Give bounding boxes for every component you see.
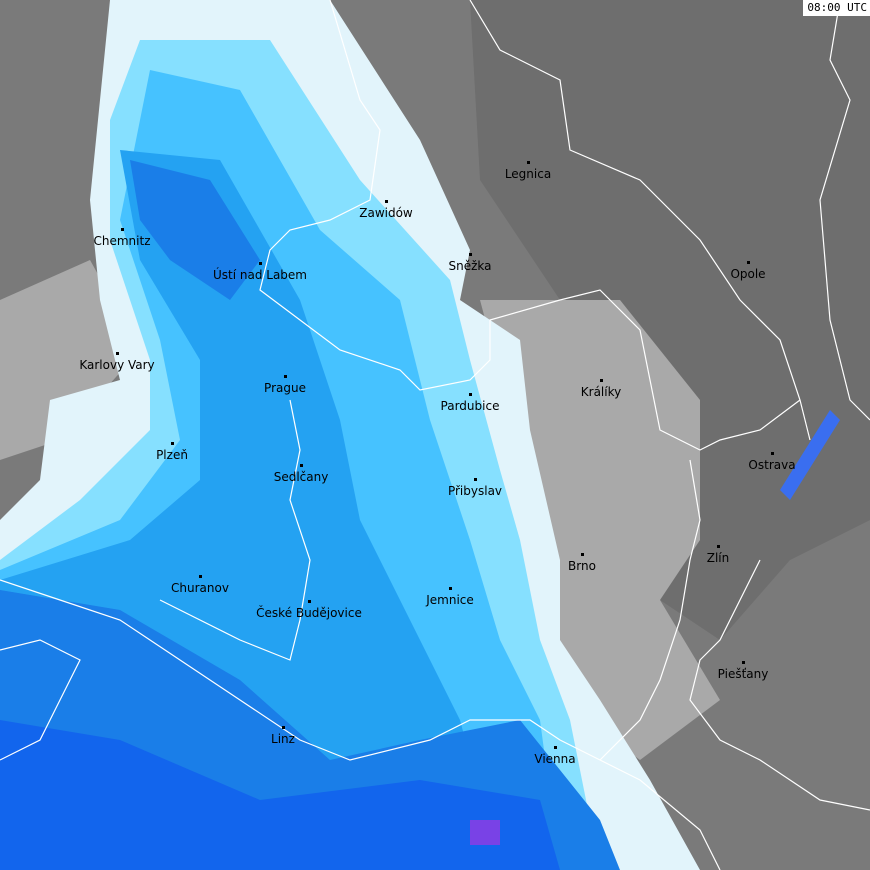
city-label: Chemnitz xyxy=(93,234,151,248)
city-label: Brno xyxy=(568,559,596,573)
city-label: Ústí nad Labem xyxy=(212,268,308,282)
city-dot xyxy=(121,228,124,231)
city-dot xyxy=(771,452,774,455)
city-label: Opole xyxy=(730,267,766,281)
city-dot xyxy=(527,161,530,164)
city-label: Ostrava xyxy=(748,458,796,472)
extreme-precip-cell xyxy=(470,820,500,845)
city-label: Piešťany xyxy=(717,667,769,681)
city-dot xyxy=(469,393,472,396)
city-label: Králíky xyxy=(580,385,622,399)
city-label: Zlín xyxy=(706,551,730,565)
city-label: Plzeň xyxy=(156,448,188,462)
light-cloud-area xyxy=(480,300,720,760)
timestamp-label: 08:00 UTC xyxy=(803,0,870,16)
city-dot xyxy=(171,442,174,445)
city-label: Vienna xyxy=(534,752,576,766)
city-label: Churanov xyxy=(171,581,229,595)
city-label: Sedlčany xyxy=(273,470,329,484)
city-dot xyxy=(554,746,557,749)
very-heavy-precip xyxy=(780,410,840,500)
city-dot xyxy=(474,478,477,481)
city-label: Prague xyxy=(264,381,306,395)
city-dot xyxy=(308,600,311,603)
city-label: Pardubice xyxy=(440,399,500,413)
very-heavy-precip xyxy=(0,720,560,870)
city-label: Jemnice xyxy=(426,593,474,607)
city-label: Přibyslav xyxy=(447,484,503,498)
city-dot xyxy=(300,464,303,467)
city-dot xyxy=(284,375,287,378)
city-dot xyxy=(282,726,285,729)
city-label: Legnica xyxy=(504,167,552,181)
dark-cloud-area xyxy=(470,0,870,640)
city-dot xyxy=(581,553,584,556)
city-dot xyxy=(385,200,388,203)
city-dot xyxy=(742,661,745,664)
city-label: Zawidów xyxy=(359,206,413,220)
city-dot xyxy=(199,575,202,578)
city-label: České Budějovice xyxy=(256,606,362,620)
city-label: Karlovy Vary xyxy=(79,358,155,372)
heavy-precip xyxy=(130,160,260,300)
city-dot xyxy=(469,253,472,256)
city-dot xyxy=(717,545,720,548)
city-label: Linz xyxy=(271,732,295,746)
city-dot xyxy=(116,352,119,355)
city-label: Sněžka xyxy=(448,259,492,273)
city-dot xyxy=(259,262,262,265)
city-dot xyxy=(747,261,750,264)
city-dot xyxy=(449,587,452,590)
city-dot xyxy=(600,379,603,382)
